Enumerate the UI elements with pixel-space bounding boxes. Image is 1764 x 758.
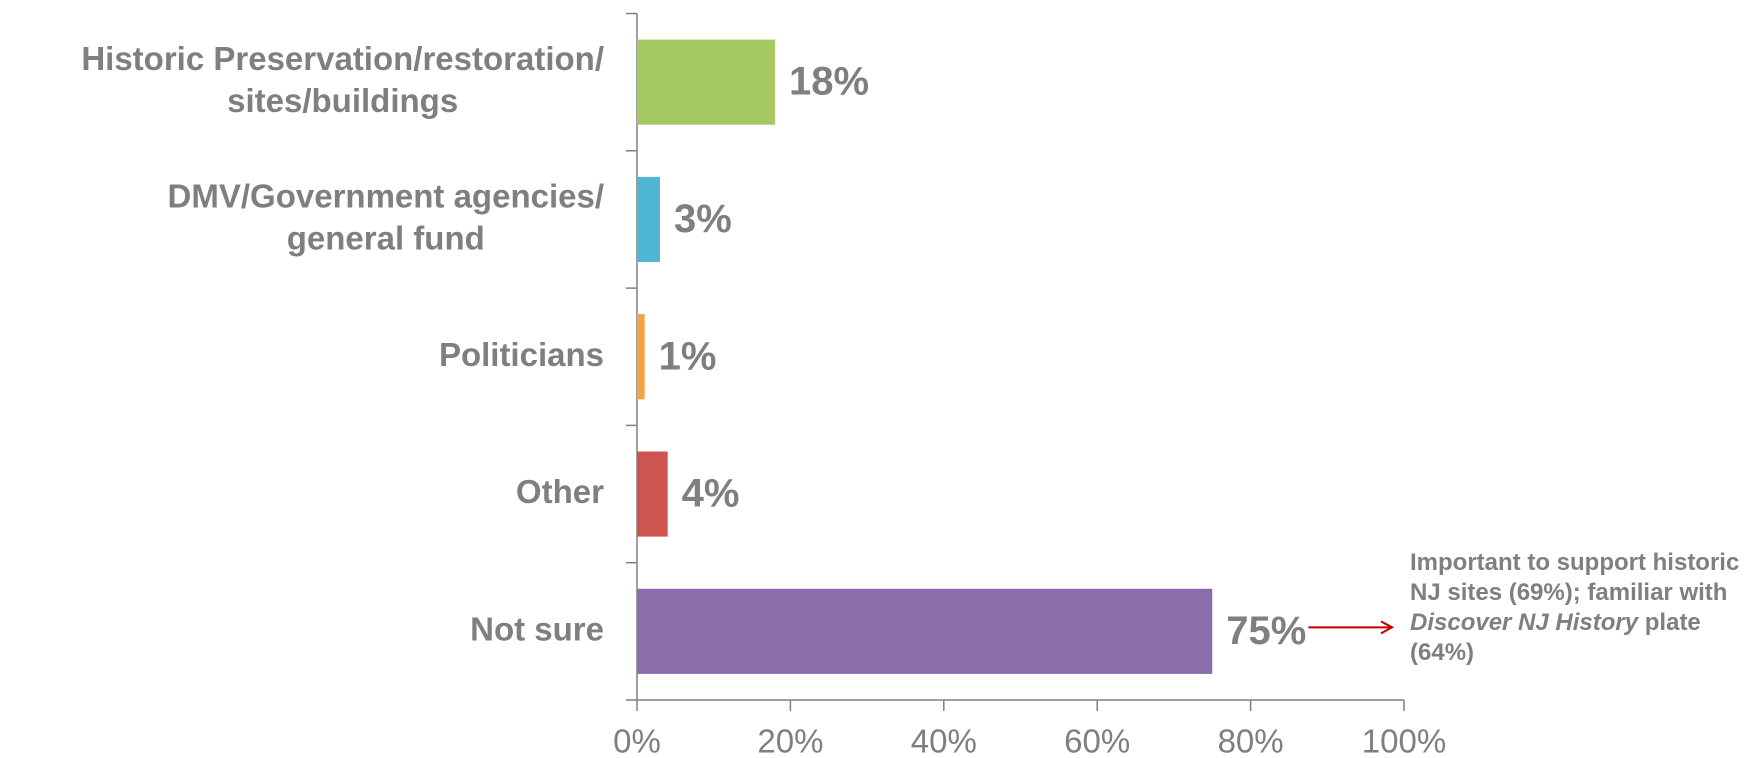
category-label-line: Historic Preservation/restoration/ [81,40,604,77]
value-label: 18% [789,60,869,104]
bar [637,588,1213,674]
value-label: 3% [674,197,732,241]
annotation-text: Important to support historic NJ sites (… [1410,549,1740,606]
category-label-line: Other [516,473,604,510]
annotation: Important to support historic NJ sites (… [1410,548,1760,668]
category-label-line: Politicians [439,335,604,372]
x-tick-label: 100% [1362,723,1446,758]
value-label: 1% [659,334,717,378]
category-label-line: Not sure [470,610,604,647]
x-tick-label: 0% [613,723,661,758]
category-label: Not sure [470,610,604,647]
bar [637,314,645,400]
bar [637,39,776,125]
category-label: DMV/Government agencies/general fund [168,177,604,256]
category-label-line: sites/buildings [227,82,458,119]
category-label: Other [516,473,604,510]
x-tick-label: 40% [911,723,977,758]
value-label: 4% [682,472,740,516]
bar [637,451,668,537]
x-tick-label: 20% [757,723,823,758]
category-label-line: DMV/Government agencies/ [168,177,604,214]
x-tick-label: 80% [1218,723,1284,758]
annotation-text: plate (64%) [1410,609,1701,666]
annotation-text: Discover NJ History [1410,609,1639,636]
category-label: Historic Preservation/restoration/sites/… [81,40,604,119]
value-label: 75% [1226,609,1306,653]
category-label-line: general fund [287,219,485,256]
bar [637,176,661,263]
category-label: Politicians [439,335,604,372]
x-tick-label: 60% [1064,723,1130,758]
